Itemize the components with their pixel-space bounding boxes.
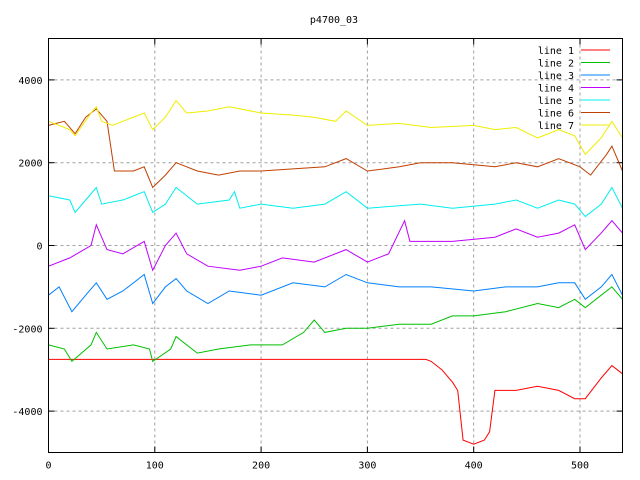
legend-label-3: line 3: [538, 71, 574, 82]
series-line-5: [48, 186, 623, 218]
x-tick-label: 200: [252, 461, 270, 472]
chart-title: p4700_03: [310, 15, 358, 26]
series-lines: [48, 99, 623, 445]
series-line-2: [48, 286, 623, 363]
series-line-7: [48, 99, 623, 156]
grid: [48, 38, 623, 453]
series-line-6: [48, 108, 623, 189]
legend-label-7: line 7: [538, 121, 574, 132]
plot-frame: [48, 38, 623, 453]
x-tick-label: 100: [146, 461, 164, 472]
y-tick-label: 2000: [18, 159, 42, 170]
y-tick-label: 0: [36, 242, 42, 253]
legend-label-2: line 2: [538, 59, 574, 70]
y-tick-label: -2000: [12, 324, 42, 335]
y-tick-label: 4000: [18, 76, 42, 87]
y-tick-label: -4000: [12, 407, 42, 418]
legend-label-4: line 4: [538, 84, 574, 95]
series-line-1: [48, 358, 623, 445]
legend-label-6: line 6: [538, 109, 574, 120]
legend-label-1: line 1: [538, 46, 574, 57]
series-line-4: [48, 219, 623, 272]
x-tick-label: 300: [358, 461, 376, 472]
legend-label-5: line 5: [538, 96, 574, 107]
x-tick-label: 500: [571, 461, 589, 472]
x-tick-label: 0: [45, 461, 51, 472]
x-tick-label: 400: [465, 461, 483, 472]
axis-ticks: 0 100 200 300 400 500 -4000 -2000 0 2000 4000: [12, 38, 623, 472]
series-line-3: [48, 273, 623, 313]
